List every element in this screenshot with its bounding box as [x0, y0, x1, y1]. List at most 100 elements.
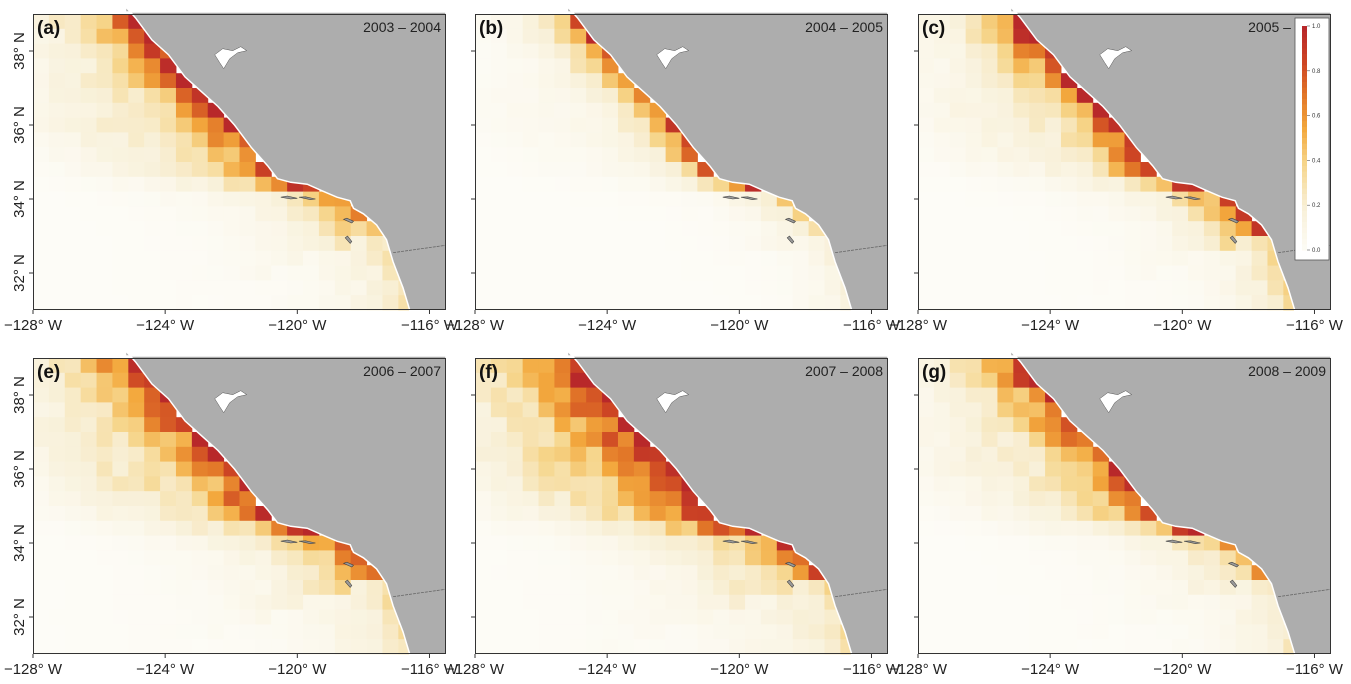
grid-cell: [586, 550, 603, 566]
grid-cell: [997, 446, 1014, 463]
grid-cell: [303, 250, 320, 267]
grid-cell: [96, 73, 113, 89]
grid-cell: [1156, 535, 1173, 551]
grid-cell: [1060, 221, 1078, 237]
grid-cell: [697, 609, 714, 625]
grid-cell: [128, 461, 145, 477]
grid-cell: [554, 506, 571, 522]
grid-cell: [554, 162, 571, 178]
island: [344, 235, 353, 244]
grid-cell: [981, 117, 998, 133]
grid-cell: [522, 432, 540, 448]
grid-cell: [112, 580, 129, 596]
grid-cell: [207, 491, 225, 507]
grid-cell: [729, 250, 746, 267]
grid-cell: [981, 402, 998, 418]
grid-cell: [1124, 506, 1141, 522]
colorbar-step: [1302, 160, 1307, 167]
grid-cell: [334, 624, 352, 640]
x-tick-label: −128° W: [446, 317, 505, 334]
grid-cell: [997, 417, 1014, 433]
grid-cell: [570, 580, 587, 596]
grid-cell: [144, 550, 161, 566]
grid-cell: [554, 295, 571, 311]
grid-cell: [1124, 265, 1141, 281]
grid-cell: [64, 295, 82, 311]
grid-cell: [1108, 250, 1125, 267]
grid-cell: [1060, 476, 1078, 492]
grid-cell: [538, 446, 555, 463]
grid-cell: [112, 417, 129, 433]
grid-cell: [522, 446, 540, 463]
grid-cell: [824, 280, 841, 296]
grid-cell: [1156, 639, 1173, 655]
island: [298, 196, 316, 201]
grid-cell: [554, 43, 571, 59]
grid-cell: [1219, 265, 1237, 281]
grid-cell: [506, 594, 524, 611]
grid-cell: [981, 176, 998, 193]
grid-cell: [981, 387, 998, 403]
colorbar-step: [1302, 138, 1307, 145]
grid-cell: [128, 535, 145, 551]
grid-cell: [64, 147, 82, 163]
grid-cell: [1267, 609, 1284, 625]
grid-cell: [997, 461, 1014, 477]
grid-cell: [382, 280, 399, 296]
grid-cell: [318, 580, 336, 596]
grid-cell: [1013, 372, 1030, 389]
grid-cell: [80, 176, 98, 193]
grid-cell: [1060, 132, 1078, 148]
colorbar-step: [1302, 59, 1307, 66]
grid-cell: [981, 14, 998, 30]
grid-cell: [239, 594, 256, 611]
grid-cell: [96, 506, 113, 522]
grid-cell: [207, 550, 225, 566]
grid-cell: [475, 162, 492, 178]
grid-cell: [649, 506, 667, 522]
grid-cell: [1045, 550, 1062, 566]
grid-cell: [1045, 432, 1062, 448]
grid-cell: [681, 639, 698, 655]
grid-cell: [80, 147, 98, 163]
x-tick-label: −128° W: [889, 317, 948, 334]
grid-cell: [617, 162, 635, 178]
grid-cell: [1172, 280, 1189, 296]
grid-cell: [586, 624, 603, 640]
grid-cell: [633, 491, 651, 507]
grid-cell: [1188, 550, 1205, 566]
grid-cell: [1013, 580, 1030, 596]
period-label: 2008 – 2009: [1248, 363, 1326, 379]
colorbar-step: [1302, 194, 1307, 201]
grid-cell: [570, 147, 587, 163]
grid-cell: [144, 162, 161, 178]
grid-cell: [997, 520, 1014, 537]
grid-cell: [522, 58, 540, 74]
grid-cell: [997, 132, 1014, 148]
grid-cell: [506, 491, 524, 507]
grid-cell: [128, 550, 145, 566]
grid-cell: [713, 236, 730, 252]
grid-cell: [303, 236, 320, 252]
grid-cell: [554, 117, 571, 133]
grid-cell: [207, 280, 225, 296]
grid-cell: [586, 387, 603, 403]
grid-cell: [965, 476, 983, 492]
grid-cell: [1029, 550, 1046, 566]
grid-cell: [1029, 565, 1046, 581]
grid-cell: [112, 132, 129, 148]
grid-cell: [80, 28, 98, 45]
grid-cell: [538, 176, 555, 193]
grid-cell: [617, 236, 635, 252]
grid-cell: [223, 295, 240, 311]
grid-cell: [570, 162, 587, 178]
grid-cell: [918, 402, 935, 418]
grid-cell: [997, 265, 1014, 281]
grid-cell: [350, 624, 368, 640]
grid-cell: [112, 73, 129, 89]
grid-cell: [808, 609, 825, 625]
grid-cell: [1045, 191, 1062, 207]
grid-cell: [522, 191, 540, 207]
grid-cell: [239, 565, 256, 581]
grid-cell: [144, 387, 161, 403]
